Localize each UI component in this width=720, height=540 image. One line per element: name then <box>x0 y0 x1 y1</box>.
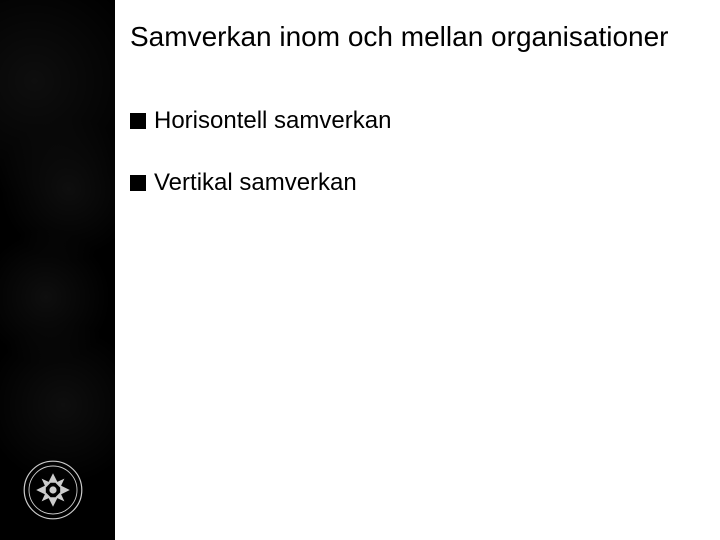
bullet-list: Horisontell samverkan Vertikal samverkan <box>130 109 700 195</box>
logo-icon <box>23 460 83 520</box>
sidebar-decorative-band <box>0 0 115 540</box>
square-bullet-icon <box>130 113 146 129</box>
slide-content: Samverkan inom och mellan organisationer… <box>130 20 700 233</box>
list-item: Vertikal samverkan <box>130 171 700 195</box>
slide-title: Samverkan inom och mellan organisationer <box>130 20 700 54</box>
list-item: Horisontell samverkan <box>130 109 700 133</box>
bullet-text: Horisontell samverkan <box>154 109 391 133</box>
square-bullet-icon <box>130 175 146 191</box>
university-logo <box>23 460 83 520</box>
sidebar-texture <box>0 0 115 540</box>
bullet-text: Vertikal samverkan <box>154 171 357 195</box>
